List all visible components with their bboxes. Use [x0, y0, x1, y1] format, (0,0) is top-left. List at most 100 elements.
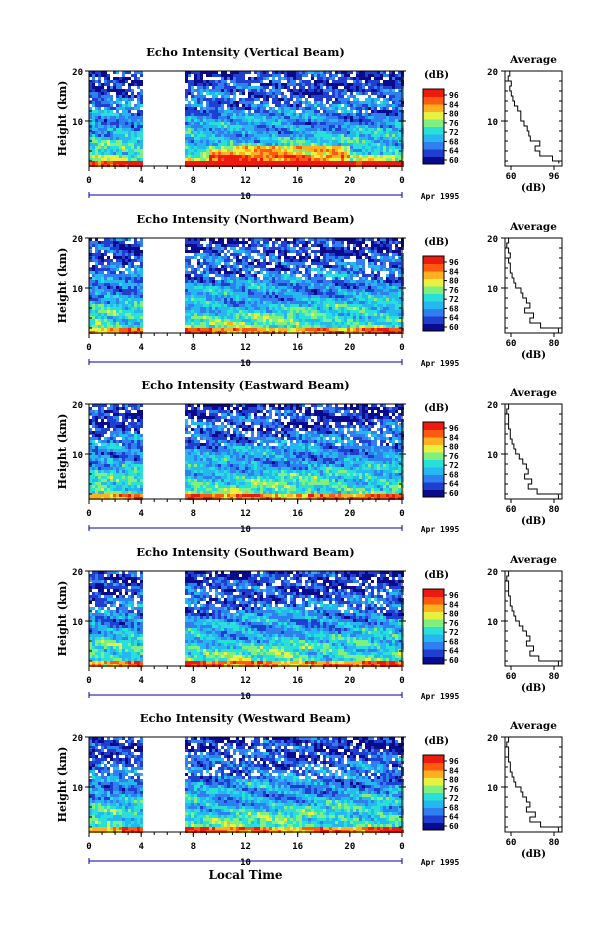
heatmap-cell — [281, 265, 284, 268]
heatmap-cell — [122, 146, 125, 149]
heatmap-cell — [398, 250, 401, 253]
heatmap-cell — [317, 161, 320, 164]
heatmap-cell — [257, 304, 260, 307]
heatmap-cell — [137, 277, 140, 280]
heatmap-cell — [125, 313, 128, 316]
heatmap-cell — [281, 125, 284, 128]
heatmap-cell — [308, 80, 311, 83]
heatmap-cell — [374, 146, 377, 149]
heatmap-cell — [113, 107, 116, 110]
heatmap-cell — [137, 155, 140, 158]
heatmap-cell — [392, 250, 395, 253]
heatmap-cell — [371, 298, 374, 301]
heatmap-cell — [302, 113, 305, 116]
heatmap-cell — [317, 283, 320, 286]
heatmap-cell — [125, 250, 128, 253]
heatmap-cell — [188, 143, 191, 146]
heatmap-cell — [359, 137, 362, 140]
heatmap-cell — [317, 149, 320, 152]
heatmap-cell — [131, 131, 134, 134]
heatmap-cell — [266, 161, 269, 164]
heatmap-cell — [191, 95, 194, 98]
heatmap-cell — [272, 158, 275, 161]
heatmap-cell — [347, 155, 350, 158]
heatmap-cell — [194, 80, 197, 83]
heatmap-cell — [269, 259, 272, 262]
heatmap-cell — [344, 86, 347, 89]
heatmap-cell — [236, 241, 239, 244]
heatmap-cell — [272, 74, 275, 77]
heatmap-cell — [257, 158, 260, 161]
heatmap-cell — [278, 152, 281, 155]
heatmap-cell — [185, 134, 188, 137]
heatmap-cell — [326, 289, 329, 292]
heatmap-cell — [371, 241, 374, 244]
heatmap-cell — [125, 274, 128, 277]
heatmap-cell — [275, 238, 278, 241]
heatmap-cell — [314, 238, 317, 241]
heatmap-cell — [131, 98, 134, 101]
heatmap-cell — [392, 95, 395, 98]
heatmap-cell — [329, 128, 332, 131]
heatmap-cell — [326, 161, 329, 164]
heatmap-cell — [194, 256, 197, 259]
heatmap-cell — [317, 119, 320, 122]
heatmap-cell — [131, 155, 134, 158]
heatmap-cell — [119, 250, 122, 253]
heatmap-cell — [125, 95, 128, 98]
heatmap-cell — [218, 158, 221, 161]
heatmap-cell — [122, 313, 125, 316]
heatmap-cell — [131, 313, 134, 316]
heatmap-cell — [383, 71, 386, 74]
heatmap-cell — [233, 140, 236, 143]
heatmap-cell — [335, 92, 338, 95]
heatmap-cell — [296, 104, 299, 107]
heatmap-cell — [233, 313, 236, 316]
heatmap-cell — [386, 119, 389, 122]
heatmap-cell — [341, 146, 344, 149]
heatmap-cell — [392, 241, 395, 244]
heatmap-cell — [392, 310, 395, 313]
heatmap-cell — [89, 280, 92, 283]
heatmap-cell — [116, 128, 119, 131]
heatmap-cell — [125, 122, 128, 125]
heatmap-cell — [386, 146, 389, 149]
heatmap-cell — [368, 301, 371, 304]
heatmap-cell — [134, 143, 137, 146]
heatmap-cell — [134, 298, 137, 301]
heatmap-cell — [188, 101, 191, 104]
heatmap-cell — [227, 146, 230, 149]
heatmap-cell — [197, 98, 200, 101]
heatmap-cell — [107, 247, 110, 250]
heatmap-cell — [380, 104, 383, 107]
heatmap-cell — [311, 301, 314, 304]
heatmap-cell — [233, 292, 236, 295]
heatmap-cell — [95, 155, 98, 158]
heatmap-cell — [353, 155, 356, 158]
heatmap-cell — [113, 307, 116, 310]
heatmap-cell — [101, 268, 104, 271]
heatmap-cell — [281, 277, 284, 280]
heatmap-cell — [386, 256, 389, 259]
heatmap-cell — [320, 86, 323, 89]
heatmap-cell — [395, 301, 398, 304]
heatmap-cell — [260, 122, 263, 125]
heatmap-cell — [185, 98, 188, 101]
heatmap-cell — [233, 161, 236, 164]
heatmap-cell — [212, 250, 215, 253]
heatmap-cell — [302, 140, 305, 143]
heatmap-cell — [251, 259, 254, 262]
heatmap-cell — [209, 298, 212, 301]
heatmap-cell — [197, 146, 200, 149]
heatmap-cell — [380, 149, 383, 152]
heatmap-cell — [197, 247, 200, 250]
heatmap-cell — [200, 83, 203, 86]
heatmap-cell — [398, 298, 401, 301]
heatmap-cell — [257, 119, 260, 122]
heatmap-cell — [266, 71, 269, 74]
heatmap-cell — [341, 259, 344, 262]
heatmap-cell — [380, 292, 383, 295]
heatmap-cell — [134, 149, 137, 152]
heatmap-cell — [386, 128, 389, 131]
heatmap-cell — [128, 277, 131, 280]
